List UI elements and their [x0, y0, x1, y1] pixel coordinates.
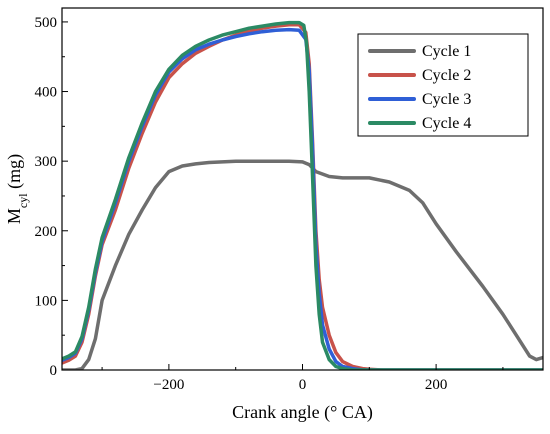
legend-items: Cycle 1 Cycle 2 Cycle 3 Cycle 4 — [368, 43, 471, 132]
legend-label-2: Cycle 2 — [422, 67, 471, 84]
y-axis-title-unit: (mg) — [4, 154, 25, 194]
legend-label-4: Cycle 4 — [422, 115, 471, 132]
y-axis-title-main: M — [4, 208, 24, 224]
legend-label-3: Cycle 3 — [422, 91, 471, 108]
x-tick-label: −200 — [153, 377, 184, 393]
legend: Cycle 1 Cycle 2 Cycle 3 Cycle 4 — [357, 33, 529, 137]
series-line-4 — [62, 20, 543, 370]
y-tick-label: 200 — [35, 224, 58, 240]
y-tick-label: 500 — [35, 15, 58, 31]
x-axis: −200 0 200 — [101, 364, 504, 393]
series-layer — [62, 20, 543, 370]
x-tick-label: 0 — [299, 377, 307, 393]
x-tick-label: 200 — [425, 377, 448, 393]
y-axis: 0 100 200 300 400 500 — [35, 15, 68, 379]
legend-label-1: Cycle 1 — [422, 43, 471, 60]
y-tick-label: 400 — [35, 85, 58, 101]
y-tick-label: 0 — [50, 363, 58, 379]
x-axis-title: Crank angle (° CA) — [232, 402, 373, 423]
y-axis-title-subscript: cyl — [16, 193, 30, 208]
y-tick-label: 300 — [35, 154, 58, 170]
series-line-1 — [62, 159, 543, 370]
y-axis-title: Mcyl (mg) — [4, 154, 30, 224]
y-tick-label: 100 — [35, 293, 58, 309]
